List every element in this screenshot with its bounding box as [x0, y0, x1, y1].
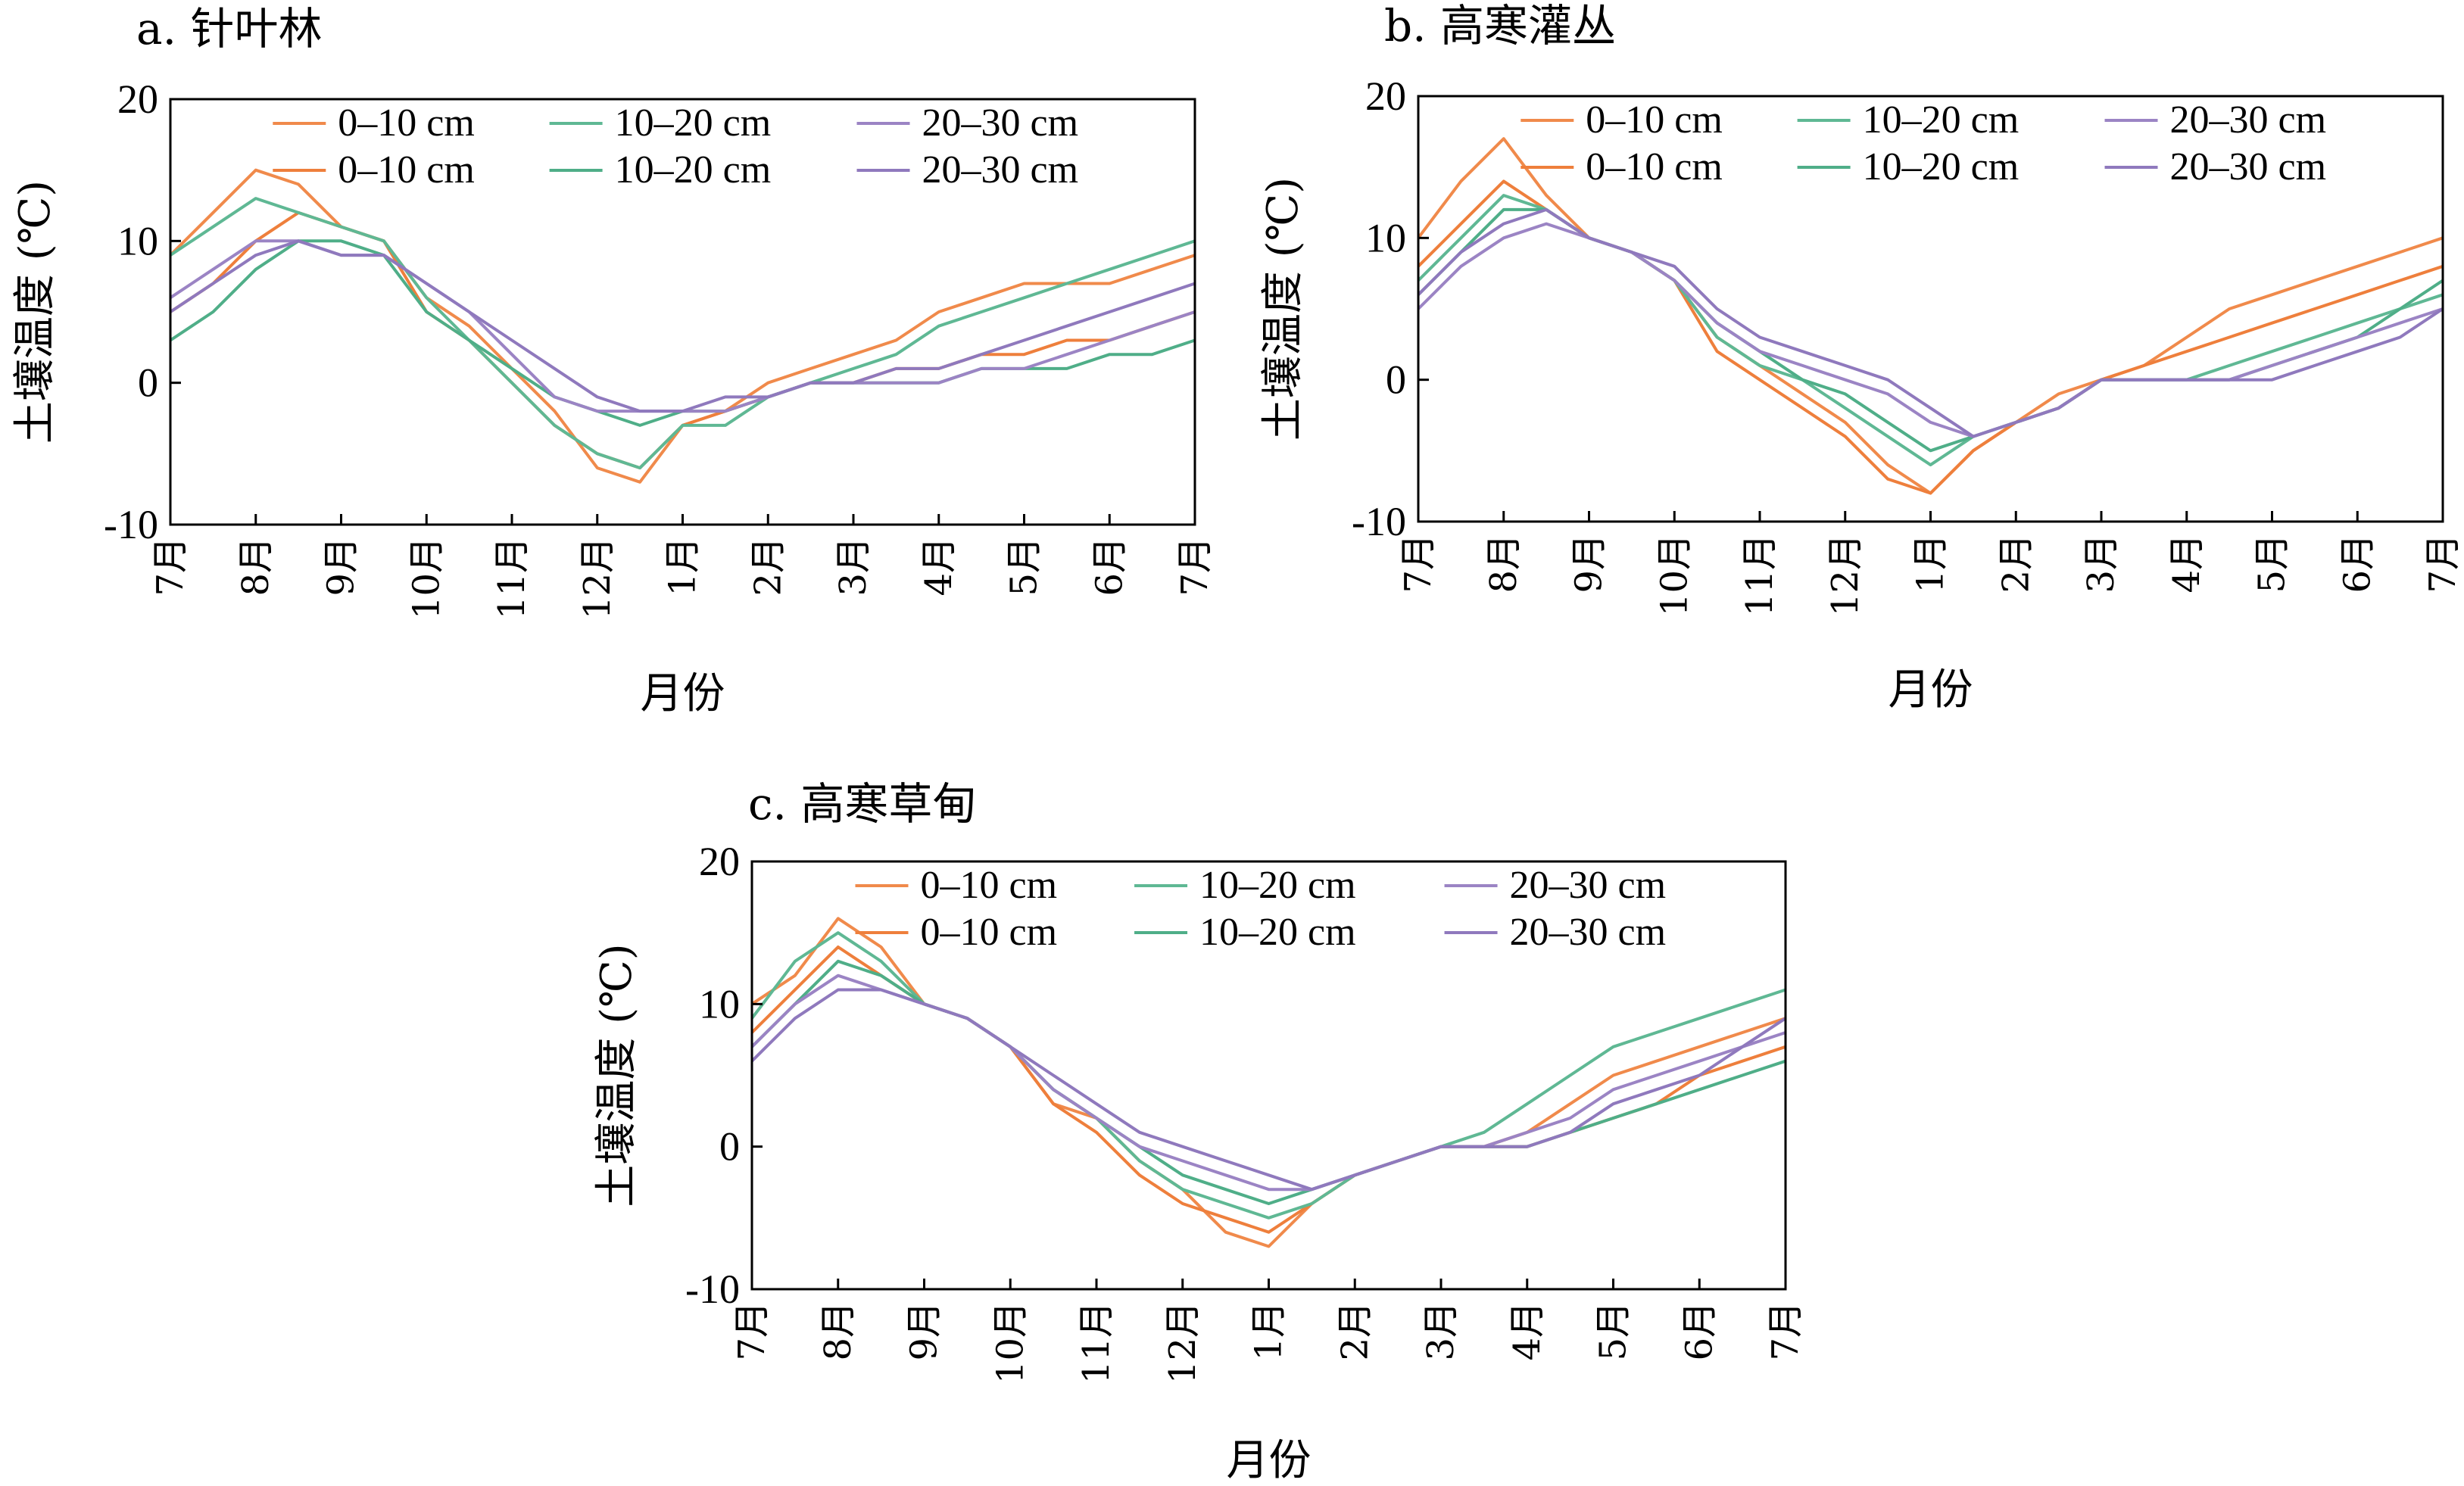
x-tick-label: 1月	[1910, 534, 1952, 593]
x-tick-label: 1月	[662, 537, 704, 597]
series-line-6	[1417, 207, 2444, 438]
x-tick-label: 7月	[731, 1301, 773, 1361]
y-tick-label: 0	[138, 360, 158, 406]
x-tick-label: 7月	[1397, 534, 1439, 593]
legend-label: 10–20 cm	[1863, 145, 2020, 188]
x-tick-label: 10月	[1653, 534, 1695, 616]
legend-label: 0–10 cm	[921, 864, 1058, 907]
x-tick-label: 10月	[405, 537, 448, 619]
x-tick-label: 8月	[235, 537, 277, 597]
x-tick-label: 1月	[1248, 1301, 1290, 1361]
y-tick-label: 0	[719, 1124, 740, 1170]
x-tick-label: 7月	[1764, 1301, 1807, 1361]
series-line-5	[1417, 222, 2444, 438]
y-tick-label: 0	[1386, 357, 1406, 403]
x-tick-label: 5月	[1003, 537, 1046, 597]
x-tick-label: 4月	[2166, 534, 2208, 593]
legend-label: 10–20 cm	[615, 101, 772, 145]
x-tick-label: 4月	[918, 537, 960, 597]
legend-label: 20–30 cm	[1510, 911, 1667, 954]
series-line-3	[1417, 194, 2444, 467]
series-line-5	[750, 974, 1786, 1192]
y-axis-title: 土壤温度 (℃)	[1259, 177, 1308, 441]
y-tick-label: 10	[699, 981, 740, 1026]
x-tick-label: 3月	[1420, 1301, 1462, 1361]
x-tick-label: 12月	[1162, 1301, 1204, 1384]
y-tick-label: 20	[117, 76, 158, 122]
x-axis-title: 月份	[641, 669, 725, 718]
legend-label: 0–10 cm	[338, 101, 475, 145]
legend-label: 0–10 cm	[1586, 145, 1723, 188]
x-tick-label: 7月	[2422, 534, 2464, 593]
x-tick-label: 2月	[1995, 534, 2037, 593]
legend-label: 20–30 cm	[922, 101, 1079, 145]
x-tick-label: 7月	[1174, 537, 1216, 597]
legend: 0–10 cm 10–20 cm 20–30 cm 0–10 cm 10–20 cm 20…	[273, 101, 1078, 192]
y-tick-label: 20	[1365, 73, 1406, 119]
x-tick-label: 11月	[1739, 534, 1781, 616]
x-tick-label: 12月	[576, 537, 619, 619]
y-axis-title: 土壤温度 (℃)	[11, 180, 60, 444]
series-line-6	[750, 988, 1787, 1192]
x-tick-label: 9月	[903, 1301, 946, 1361]
x-tick-label: 3月	[2080, 534, 2122, 593]
y-tick-label: -10	[1352, 499, 1406, 544]
y-tick-label: 10	[117, 218, 158, 263]
x-tick-label: 8月	[1483, 534, 1525, 593]
x-axis-title: 月份	[1889, 665, 1973, 715]
legend-label: 20–30 cm	[1510, 864, 1667, 907]
chart-panel-2: b. 高寒灌丛 -10 0 10 20 7月 8月 9月 10月 11月 12月 1月 2月 3月 4月 5月…	[1259, 0, 2464, 715]
legend-label: 0–10 cm	[1586, 98, 1723, 142]
panel-title: a. 针叶林	[136, 3, 322, 55]
legend: 0–10 cm 10–20 cm 20–30 cm 0–10 cm 10–20 cm 20…	[1521, 98, 2326, 188]
x-tick-label: 11月	[1075, 1301, 1118, 1384]
x-tick-label: 10月	[989, 1301, 1031, 1384]
legend-label: 10–20 cm	[1199, 864, 1356, 907]
series-line-1	[169, 168, 1196, 484]
series-line-3	[169, 197, 1196, 470]
x-tick-label: 2月	[747, 537, 789, 597]
y-tick-label: 20	[699, 839, 740, 884]
legend-label: 20–30 cm	[922, 148, 1079, 192]
x-tick-label: 12月	[1824, 534, 1867, 616]
x-tick-label: 6月	[2336, 534, 2378, 593]
x-tick-label: 5月	[2251, 534, 2294, 593]
chart-panel-1: a. 针叶林 -10 0 10 20 7月 8月 9月 10月 11月 12月 1月 2月 3月 4月 5月 6…	[11, 3, 1216, 718]
legend-label: 20–30 cm	[2170, 98, 2327, 142]
panel-title: b. 高寒灌丛	[1384, 0, 1616, 51]
x-tick-label: 6月	[1678, 1301, 1720, 1361]
x-tick-label: 7月	[149, 537, 192, 597]
x-tick-label: 5月	[1592, 1301, 1635, 1361]
y-tick-label: -10	[685, 1266, 740, 1312]
x-tick-label: 9月	[320, 537, 363, 597]
legend-label: 10–20 cm	[615, 148, 772, 192]
legend-label: 0–10 cm	[338, 148, 475, 192]
series-line-5	[169, 239, 1196, 413]
series-line-4	[1417, 207, 2444, 453]
chart-panel-3: c. 高寒草甸 -10 0 10 20 7月 8月 9月 10月 11月 12月 1月 2月 3月 4月 5月…	[592, 778, 1807, 1485]
legend-label: 0–10 cm	[921, 911, 1058, 954]
legend-label: 20–30 cm	[2170, 145, 2327, 188]
legend-label: 10–20 cm	[1199, 911, 1356, 954]
x-tick-label: 3月	[832, 537, 875, 597]
x-tick-label: 2月	[1333, 1301, 1376, 1361]
x-tick-label: 8月	[817, 1301, 859, 1361]
y-tick-label: 10	[1365, 215, 1406, 260]
x-axis-title: 月份	[1227, 1436, 1312, 1485]
legend-label: 10–20 cm	[1863, 98, 2020, 142]
x-tick-label: 11月	[491, 537, 533, 619]
y-axis-title: 土壤温度 (℃)	[592, 943, 641, 1207]
x-tick-label: 4月	[1506, 1301, 1549, 1361]
legend: 0–10 cm 10–20 cm 20–30 cm 0–10 cm 10–20 cm 20…	[855, 864, 1667, 954]
x-tick-label: 9月	[1568, 534, 1611, 593]
series-line-6	[169, 239, 1196, 413]
panel-title: c. 高寒草甸	[748, 778, 976, 830]
x-tick-label: 6月	[1088, 537, 1131, 597]
y-tick-label: -10	[104, 502, 158, 547]
